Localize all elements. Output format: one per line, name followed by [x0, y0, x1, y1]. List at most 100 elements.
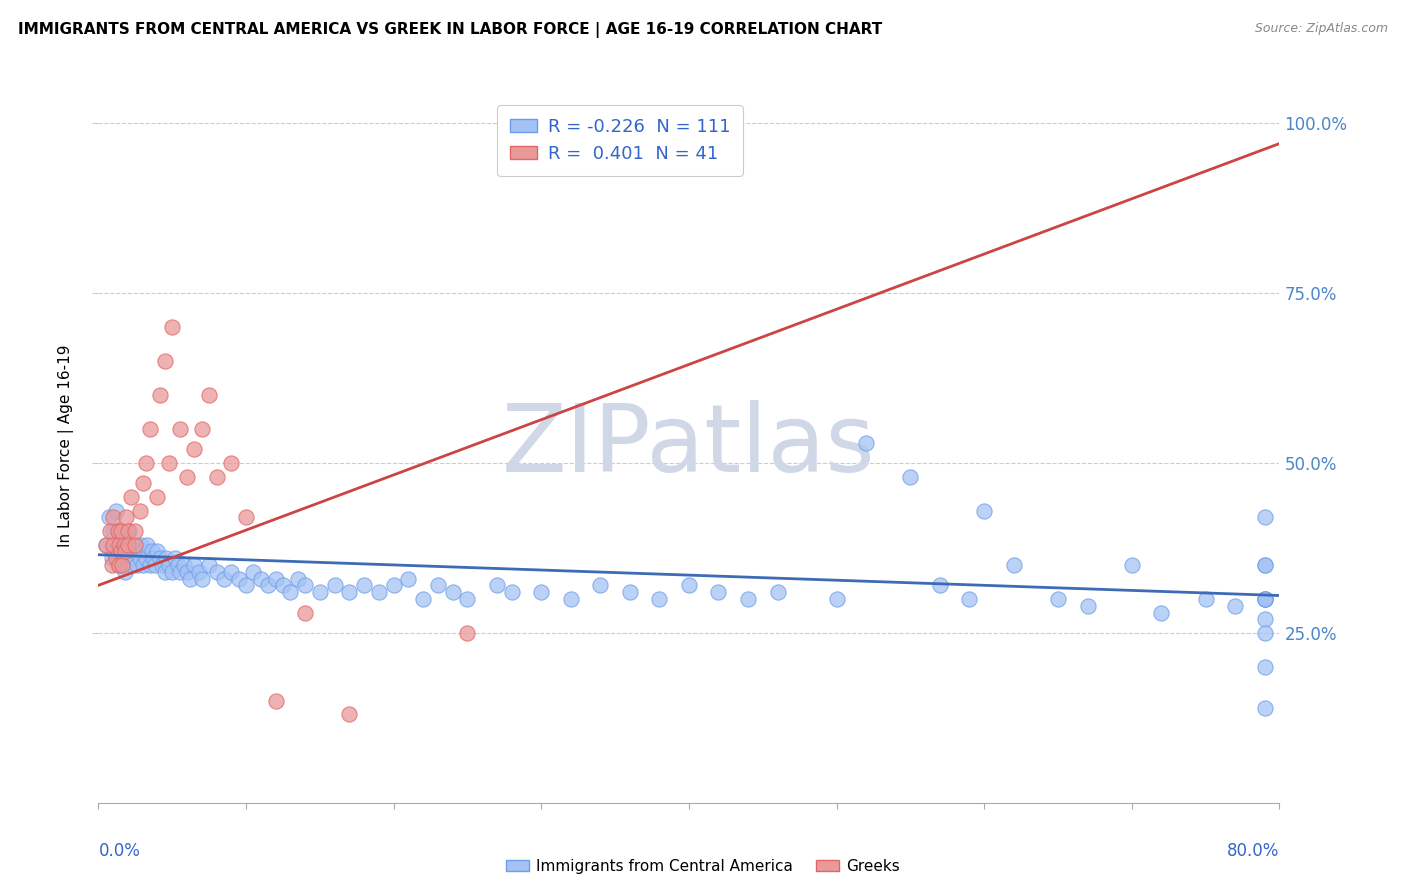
Point	[153, 354, 176, 368]
Point	[176, 469, 198, 483]
Point	[124, 537, 146, 551]
Point	[441, 585, 464, 599]
Point	[825, 591, 848, 606]
Point	[589, 578, 612, 592]
Point	[221, 456, 243, 470]
Point	[1254, 591, 1277, 606]
Text: IMMIGRANTS FROM CENTRAL AMERICA VS GREEK IN LABOR FORCE | AGE 16-19 CORRELATION : IMMIGRANTS FROM CENTRAL AMERICA VS GREEK…	[18, 22, 883, 38]
Point	[1254, 591, 1277, 606]
Point	[112, 551, 135, 566]
Point	[114, 565, 136, 579]
Point	[412, 591, 434, 606]
Point	[157, 456, 180, 470]
Point	[162, 320, 183, 334]
Point	[1254, 510, 1277, 524]
Point	[179, 572, 201, 586]
Point	[150, 558, 173, 572]
Point	[135, 456, 157, 470]
Point	[103, 544, 125, 558]
Point	[118, 524, 141, 538]
Point	[122, 551, 145, 566]
Point	[94, 537, 117, 551]
Point	[1254, 612, 1277, 626]
Point	[959, 591, 981, 606]
Point	[110, 524, 132, 538]
Point	[124, 544, 146, 558]
Point	[1254, 660, 1277, 674]
Point	[165, 551, 187, 566]
Point	[183, 442, 205, 457]
Point	[103, 510, 125, 524]
Point	[1254, 558, 1277, 572]
Legend: R = -0.226  N = 111, R =  0.401  N = 41: R = -0.226 N = 111, R = 0.401 N = 41	[498, 105, 742, 176]
Point	[139, 558, 162, 572]
Point	[457, 626, 479, 640]
Point	[108, 537, 131, 551]
Point	[1195, 591, 1218, 606]
Point	[97, 510, 120, 524]
Point	[153, 565, 176, 579]
Point	[132, 544, 155, 558]
Point	[678, 578, 700, 592]
Point	[112, 537, 135, 551]
Point	[108, 558, 131, 572]
Point	[183, 558, 205, 572]
Point	[737, 591, 759, 606]
Point	[242, 565, 264, 579]
Point	[187, 565, 209, 579]
Point	[191, 422, 214, 436]
Point	[486, 578, 509, 592]
Point	[132, 558, 155, 572]
Point	[162, 565, 183, 579]
Point	[1002, 558, 1025, 572]
Legend: Immigrants from Central America, Greeks: Immigrants from Central America, Greeks	[499, 853, 907, 880]
Point	[212, 572, 235, 586]
Point	[1254, 700, 1277, 714]
Point	[855, 435, 877, 450]
Point	[117, 524, 139, 538]
Point	[169, 422, 191, 436]
Point	[973, 503, 995, 517]
Point	[427, 578, 450, 592]
Point	[100, 558, 122, 572]
Point	[105, 551, 128, 566]
Point	[294, 578, 316, 592]
Point	[100, 551, 122, 566]
Point	[205, 469, 228, 483]
Point	[250, 572, 273, 586]
Point	[1150, 606, 1173, 620]
Point	[228, 572, 250, 586]
Point	[103, 524, 125, 538]
Point	[1254, 591, 1277, 606]
Point	[105, 503, 128, 517]
Point	[264, 694, 287, 708]
Point	[114, 531, 136, 545]
Point	[110, 551, 132, 566]
Point	[221, 565, 243, 579]
Point	[120, 490, 142, 504]
Point	[929, 578, 952, 592]
Point	[235, 510, 257, 524]
Point	[128, 551, 150, 566]
Point	[287, 572, 309, 586]
Point	[136, 537, 159, 551]
Text: Source: ZipAtlas.com: Source: ZipAtlas.com	[1254, 22, 1388, 36]
Point	[129, 537, 152, 551]
Point	[176, 565, 198, 579]
Point	[198, 558, 221, 572]
Point	[111, 558, 134, 572]
Point	[107, 558, 129, 572]
Point	[143, 558, 166, 572]
Point	[167, 558, 190, 572]
Point	[280, 585, 302, 599]
Point	[271, 578, 294, 592]
Point	[398, 572, 420, 586]
Point	[1254, 626, 1277, 640]
Point	[339, 585, 361, 599]
Text: 80.0%: 80.0%	[1227, 842, 1279, 860]
Point	[1225, 599, 1247, 613]
Point	[117, 537, 139, 551]
Point	[108, 537, 131, 551]
Point	[309, 585, 332, 599]
Point	[117, 537, 139, 551]
